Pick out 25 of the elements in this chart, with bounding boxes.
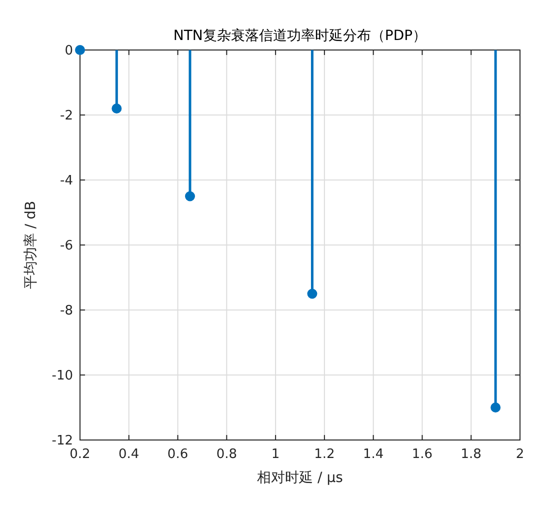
x-tick-label: 1 <box>271 447 280 462</box>
x-tick-label: 1.2 <box>314 447 335 462</box>
x-tick-label: 0.6 <box>167 447 188 462</box>
x-tick-label: 2 <box>516 447 524 462</box>
x-tick-label: 1.8 <box>460 447 482 462</box>
y-tick-label: -2 <box>60 108 73 124</box>
x-tick-label: 0.4 <box>118 447 140 462</box>
chart-title: NTN复杂衰落信道功率时延分布（PDP） <box>173 28 427 44</box>
x-axis-title: 相对时延 / μs <box>257 470 343 486</box>
x-tick-label: 0.8 <box>216 447 238 462</box>
x-tick-label: 0.2 <box>70 447 90 462</box>
point <box>75 45 85 55</box>
y-tick-label: -6 <box>60 238 73 254</box>
y-tick-label: -8 <box>60 304 73 318</box>
x-tick-label: 1.6 <box>412 447 433 462</box>
point <box>112 104 122 114</box>
point <box>307 288 318 299</box>
x-tick-label: 1.4 <box>362 447 384 462</box>
point <box>490 402 501 412</box>
point <box>185 191 195 202</box>
y-tick-label: 0 <box>64 44 73 58</box>
y-tick-label: -12 <box>52 434 73 448</box>
y-tick-label: -10 <box>52 368 73 384</box>
y-axis-title: 平均功率 / dB <box>23 200 39 290</box>
y-tick-label: -4 <box>60 174 73 188</box>
